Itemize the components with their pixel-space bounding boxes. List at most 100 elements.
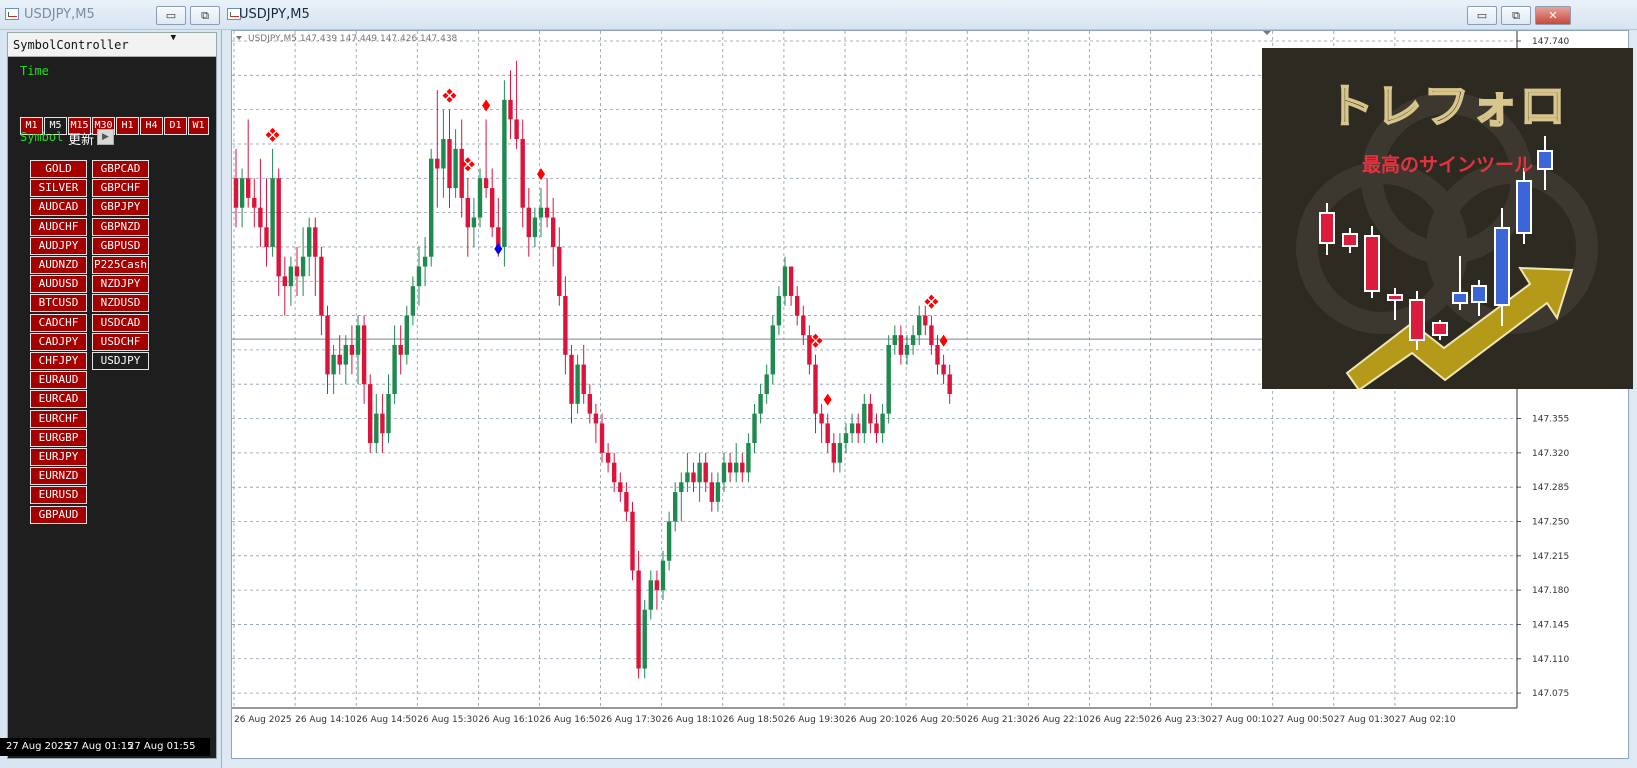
candle-body [837, 443, 843, 463]
symbol-button-gbpaud[interactable]: GBPAUD [30, 505, 87, 524]
sell-cluster-signal-icon [464, 165, 471, 172]
promo-graphic [1296, 92, 1598, 389]
symbol-button-gbpnzd[interactable]: GBPNZD [92, 217, 149, 236]
candle-body [575, 364, 580, 404]
timeframe-button-m1[interactable]: M1 [20, 117, 43, 135]
timeframe-button-d1[interactable]: D1 [164, 117, 187, 135]
sell-signal-icon [482, 99, 491, 112]
candle-body [447, 139, 452, 189]
candle-body [795, 295, 800, 316]
symbol-button-cadchf[interactable]: CADCHF [30, 313, 87, 332]
price-tick-label: 147.075 [1532, 689, 1569, 699]
time-axis-label: 26 Aug 23:30 [1151, 715, 1212, 725]
candle-body [734, 462, 739, 473]
close-button[interactable]: ✕ [1535, 6, 1571, 25]
symbol-button-eurchf[interactable]: EURCHF [30, 409, 87, 428]
candle-body [410, 286, 416, 316]
promo-banner: トレフォロ 最高のサインツール [1262, 48, 1633, 389]
candle-body [843, 433, 849, 444]
symbol-button-gold[interactable]: GOLD [30, 160, 87, 178]
candle-body [807, 335, 812, 365]
sell-cluster-signal-icon [928, 294, 935, 301]
timeframe-button-h4[interactable]: H4 [140, 117, 163, 135]
symbol-button-eurgbp[interactable]: EURGBP [30, 428, 87, 447]
candle-body [654, 580, 660, 591]
symbol-button-euraud[interactable]: EURAUD [30, 371, 87, 390]
time-axis-label: 26 Aug 15:30 [417, 715, 478, 725]
price-tick-label: 147.215 [1532, 552, 1569, 562]
time-axis-label: 26 Aug 14:10 [295, 715, 356, 725]
price-chart[interactable]: 147.740147.705147.670147.635147.600147.5… [231, 30, 1633, 759]
candle-body [642, 609, 647, 669]
time-axis-label: 26 Aug 17:30 [601, 715, 662, 725]
sell-cluster-signal-icon [269, 135, 276, 142]
sell-cluster-signal-icon [816, 337, 823, 344]
candle-body [239, 178, 245, 208]
candle-body [252, 197, 257, 208]
minimize-button[interactable]: ▭ [156, 6, 186, 25]
timeframe-button-m15[interactable]: M15 [68, 117, 91, 135]
symbol-button-p225cash[interactable]: P225Cash [92, 256, 149, 274]
candle-body [715, 482, 721, 502]
candle-body [398, 344, 403, 355]
symbol-button-usdcad[interactable]: USDCAD [92, 313, 149, 332]
chart-window-titlebar[interactable]: USDJPY,M5 ▭ ⧉ ✕ [222, 0, 1637, 30]
minimize-button[interactable]: ▭ [1467, 6, 1497, 25]
symbol-button-silver[interactable]: SILVER [30, 179, 87, 198]
maximize-button[interactable]: ⧉ [190, 6, 220, 25]
timeframe-button-m5[interactable]: M5 [44, 117, 67, 135]
candle-body [868, 403, 873, 424]
candle-body [776, 295, 782, 326]
symbol-button-gbpjpy[interactable]: GBPJPY [92, 198, 149, 217]
maximize-button[interactable]: ⧉ [1501, 6, 1531, 25]
candle-body [709, 482, 714, 502]
refresh-button[interactable]: ▶ [97, 129, 114, 145]
candle-body [892, 335, 897, 345]
candle-body [374, 413, 379, 444]
dropdown-arrow-icon[interactable]: ▼ [170, 33, 176, 43]
symbol-button-eurcad[interactable]: EURCAD [30, 390, 87, 409]
chart-menu-arrow-icon [236, 36, 242, 40]
symbol-button-btcusd[interactable]: BTCUSD [30, 294, 87, 313]
symbol-button-gbpusd[interactable]: GBPUSD [92, 236, 149, 255]
candle-body [746, 443, 751, 473]
symbol-button-nzdjpy[interactable]: NZDJPY [92, 275, 149, 294]
left-time-label: 27 Aug 2025 [6, 741, 71, 752]
symbol-button-audnzd[interactable]: AUDNZD [30, 256, 87, 274]
symbol-button-usdchf[interactable]: USDCHF [92, 332, 149, 351]
symbol-button-nzdusd[interactable]: NZDUSD [92, 294, 149, 313]
candle-body [886, 344, 891, 414]
symbol-button-gbpchf[interactable]: GBPCHF [92, 179, 149, 198]
time-axis-label: 27 Aug 01:30 [1334, 715, 1395, 725]
symbol-button-usdjpy[interactable]: USDJPY [92, 352, 149, 370]
price-tick-label: 147.145 [1532, 620, 1569, 630]
timeframe-button-h1[interactable]: H1 [116, 117, 139, 135]
symbol-button-audcad[interactable]: AUDCAD [30, 198, 87, 217]
candle-body [691, 472, 696, 483]
symbol-button-gbpcad[interactable]: GBPCAD [92, 160, 149, 178]
symbol-button-eurnzd[interactable]: EURNZD [30, 467, 87, 486]
candle-body [801, 315, 806, 336]
symbol-button-audchf[interactable]: AUDCHF [30, 217, 87, 236]
candle-body [630, 511, 635, 571]
symbol-button-cadjpy[interactable]: CADJPY [30, 332, 87, 351]
candle-body [703, 462, 708, 483]
candle-body [477, 178, 483, 218]
candle-body [276, 178, 281, 277]
left-time-axis: 27 Aug 2025 27 Aug 01:15 27 Aug 01:55 [0, 738, 210, 756]
symbol-button-audjpy[interactable]: AUDJPY [30, 236, 87, 255]
candle-body [258, 207, 263, 228]
candle-body [514, 119, 519, 140]
candle-body [538, 207, 544, 218]
sell-cluster-signal-icon [808, 337, 815, 344]
symbol-button-eurjpy[interactable]: EURJPY [30, 448, 87, 466]
symbol-button-audusd[interactable]: AUDUSD [30, 275, 87, 294]
sell-cluster-signal-icon [269, 127, 276, 134]
candlestick-chart[interactable]: 147.740147.705147.670147.635147.600147.5… [232, 31, 1628, 758]
symbol-button-chfjpy[interactable]: CHFJPY [30, 352, 87, 370]
symbol-button-eurusd[interactable]: EURUSD [30, 486, 87, 505]
time-axis-label: 26 Aug 20:50 [906, 715, 967, 725]
timeframe-button-w1[interactable]: W1 [188, 117, 209, 135]
candle-body [660, 560, 666, 591]
left-window-titlebar[interactable]: USDJPY,M5 ▭ ⧉ [0, 0, 222, 30]
